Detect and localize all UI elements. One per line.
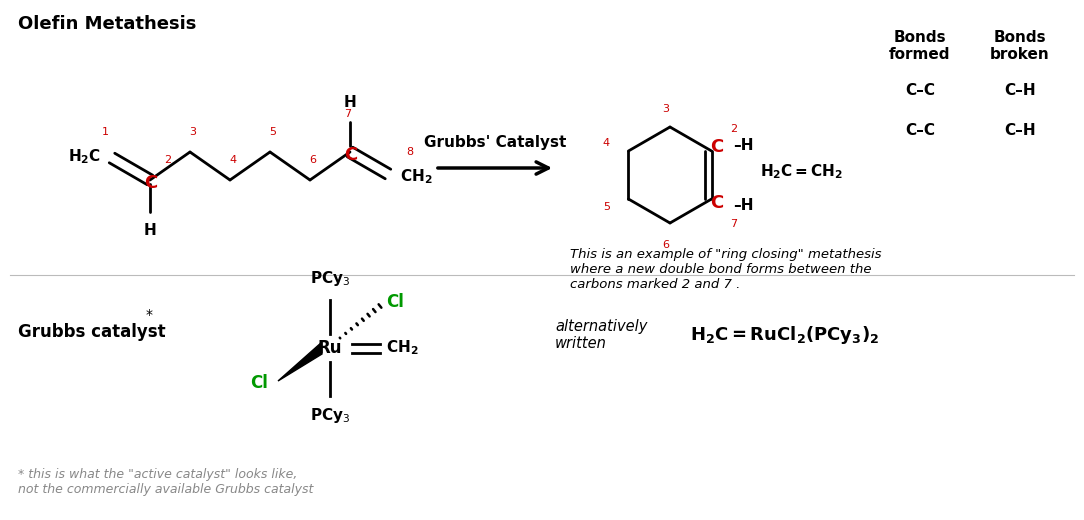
Text: 2: 2 bbox=[165, 155, 171, 165]
Text: C: C bbox=[345, 146, 358, 164]
Text: Bonds
broken: Bonds broken bbox=[990, 30, 1050, 62]
Text: This is an example of "ring closing" metathesis
where a new double bond forms be: This is an example of "ring closing" met… bbox=[570, 248, 881, 291]
Text: 2: 2 bbox=[730, 124, 737, 134]
Text: –H: –H bbox=[734, 137, 754, 152]
Text: $\mathbf{CH_2}$: $\mathbf{CH_2}$ bbox=[386, 339, 418, 357]
Text: PCy$_3$: PCy$_3$ bbox=[310, 269, 350, 288]
Text: $\mathbf{H_2C=CH_2}$: $\mathbf{H_2C=CH_2}$ bbox=[760, 163, 843, 181]
Text: C–H: C–H bbox=[1004, 123, 1036, 137]
Text: Grubbs' Catalyst: Grubbs' Catalyst bbox=[424, 135, 566, 150]
Text: 5: 5 bbox=[603, 202, 610, 212]
Text: Grubbs catalyst: Grubbs catalyst bbox=[18, 323, 166, 341]
Text: * this is what the "active catalyst" looks like,
not the commercially available : * this is what the "active catalyst" loo… bbox=[18, 468, 313, 496]
Text: –H: –H bbox=[734, 198, 754, 213]
Text: 1: 1 bbox=[102, 127, 108, 137]
Text: Cl: Cl bbox=[250, 374, 268, 392]
Text: 4: 4 bbox=[230, 155, 236, 165]
Text: C: C bbox=[710, 194, 723, 212]
Text: Ru: Ru bbox=[318, 339, 343, 357]
Text: 4: 4 bbox=[603, 138, 610, 148]
Text: 3: 3 bbox=[662, 104, 670, 114]
Text: H: H bbox=[143, 223, 156, 238]
Text: 5: 5 bbox=[270, 127, 276, 137]
Text: C–H: C–H bbox=[1004, 83, 1036, 98]
Text: C: C bbox=[144, 174, 157, 192]
Text: PCy$_3$: PCy$_3$ bbox=[310, 406, 350, 425]
Text: alternatively
written: alternatively written bbox=[555, 319, 647, 351]
Text: 7: 7 bbox=[730, 219, 737, 229]
Text: C–C: C–C bbox=[905, 123, 935, 137]
Text: Cl: Cl bbox=[386, 293, 404, 311]
Polygon shape bbox=[278, 342, 322, 381]
Text: 3: 3 bbox=[190, 127, 196, 137]
Text: C: C bbox=[710, 138, 723, 156]
Text: H: H bbox=[344, 95, 357, 110]
Text: 8: 8 bbox=[406, 147, 414, 157]
Text: $\mathbf{CH_2}$: $\mathbf{CH_2}$ bbox=[400, 167, 433, 186]
Text: $\mathbf{H_2C}$: $\mathbf{H_2C}$ bbox=[67, 148, 101, 166]
Text: 7: 7 bbox=[345, 109, 351, 119]
Text: *: * bbox=[146, 308, 153, 322]
Text: $\mathbf{H_2C{=}RuCl_2(PCy_3)_2}$: $\mathbf{H_2C{=}RuCl_2(PCy_3)_2}$ bbox=[691, 324, 879, 346]
Text: Bonds
formed: Bonds formed bbox=[889, 30, 951, 62]
Text: Olefin Metathesis: Olefin Metathesis bbox=[18, 15, 196, 33]
Text: 6: 6 bbox=[662, 240, 670, 250]
Text: C–C: C–C bbox=[905, 83, 935, 98]
Text: 6: 6 bbox=[310, 155, 317, 165]
